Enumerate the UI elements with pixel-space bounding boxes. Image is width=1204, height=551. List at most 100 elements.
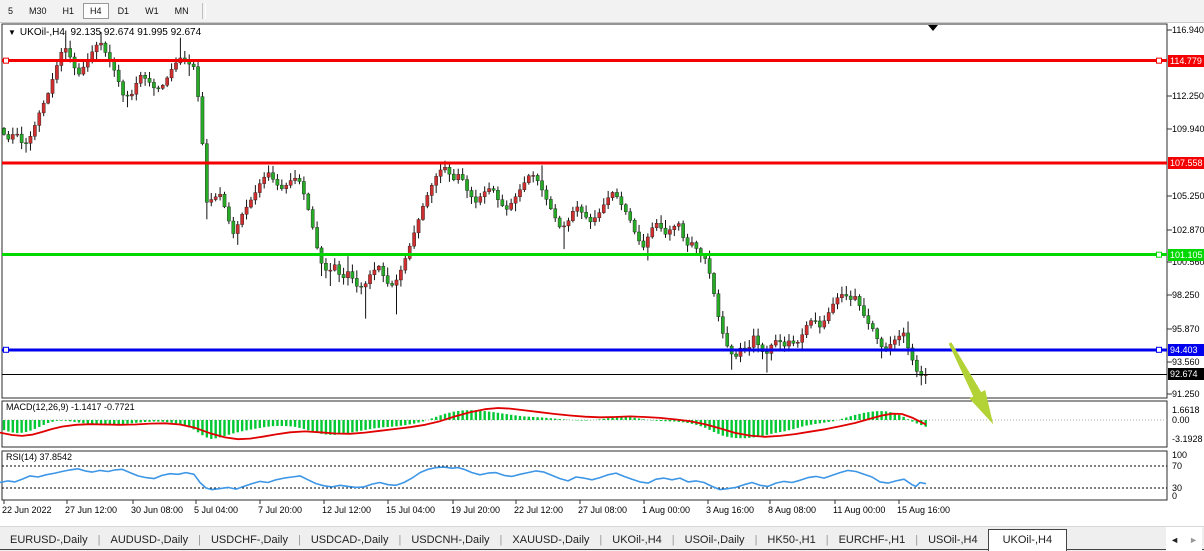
candle-body: [112, 61, 117, 71]
candle-body: [835, 297, 840, 305]
hline-handle[interactable]: [1156, 251, 1162, 258]
candle-body: [324, 262, 328, 271]
chart-tab-xauusd-daily[interactable]: XAUUSD-,Daily: [512, 533, 590, 546]
chart-tab-eurchf-h1[interactable]: EURCHF-,H1: [838, 533, 906, 546]
candle-body: [822, 320, 827, 328]
hline-handle[interactable]: [3, 346, 9, 353]
price-tick-label: 98.250: [1172, 290, 1200, 300]
timeframe-button-mn[interactable]: MN: [174, 6, 189, 16]
candle-body: [474, 196, 478, 203]
date-label: 7 Jul 20:00: [258, 505, 303, 515]
candle-body: [231, 220, 236, 234]
candle-body: [557, 217, 562, 228]
candle-body: [134, 83, 139, 95]
candle-body: [253, 192, 258, 201]
candle-body: [478, 196, 483, 203]
candle-body: [491, 188, 496, 191]
chart-tab-usdcnh-daily[interactable]: USDCNH-,Daily: [411, 533, 490, 546]
candle-body: [487, 188, 491, 192]
candle-body: [421, 206, 425, 220]
tab-scroll-right-icon[interactable]: ►: [1189, 534, 1198, 545]
chart-tab-usdcad-daily[interactable]: USDCAD-,Daily: [310, 533, 389, 546]
candle-body: [244, 206, 249, 215]
candle-body: [19, 133, 24, 143]
candle-body: [721, 316, 725, 334]
candle-body: [526, 175, 531, 183]
candle-body: [681, 223, 685, 238]
candle-body: [791, 340, 796, 344]
candle-body: [663, 227, 668, 235]
candle-body: [15, 133, 20, 136]
timeframe-button-m30[interactable]: M30: [29, 6, 47, 16]
tab-separator: |: [398, 533, 402, 546]
candle-body: [504, 205, 509, 210]
candle-body: [522, 182, 527, 190]
candle-body: [332, 264, 337, 271]
chart-shift-marker-icon[interactable]: [928, 25, 938, 31]
date-label: 22 Jul 12:00: [514, 505, 564, 515]
candle-body: [147, 78, 152, 83]
date-label: 3 Aug 16:00: [706, 505, 755, 515]
candle-body: [55, 65, 59, 80]
candle-body: [271, 172, 275, 180]
hline-handle[interactable]: [1156, 57, 1162, 64]
candle-body: [222, 193, 227, 208]
candle-body: [412, 232, 416, 247]
candle-body: [249, 199, 253, 208]
candle-body: [725, 333, 730, 347]
trend-arrow-down-icon[interactable]: [942, 339, 1001, 429]
candle-body: [615, 192, 619, 197]
timeframe-button-d1[interactable]: D1: [117, 6, 130, 16]
candle-body: [796, 342, 800, 344]
candle-body: [191, 63, 196, 67]
candle-body: [676, 223, 681, 227]
timeframe-button-5[interactable]: 5: [8, 6, 14, 16]
candle-body: [266, 172, 271, 178]
candle-body: [610, 192, 615, 198]
chart-tab-audusd-daily[interactable]: AUDUSD-,Daily: [110, 533, 189, 546]
timeframe-button-w1[interactable]: W1: [145, 6, 159, 16]
candle-body: [310, 209, 315, 228]
chart-tab-ukoil-h4[interactable]: UKOil-,H4: [612, 533, 662, 546]
price-tick-label: 100.560: [1172, 257, 1204, 267]
candle-body: [535, 175, 540, 181]
candle-body: [919, 371, 924, 376]
candle-body: [690, 242, 694, 246]
candle-body: [818, 320, 822, 328]
candle-body: [443, 167, 447, 171]
candle-body: [165, 77, 169, 86]
candle-body: [138, 75, 143, 84]
candle-body: [879, 338, 884, 348]
candle-body: [11, 134, 15, 140]
macd-tick-label: 0.00: [1172, 415, 1190, 425]
candle-body: [377, 266, 381, 271]
hline-handle[interactable]: [3, 57, 9, 64]
tab-scroll-left-icon[interactable]: ◄: [1170, 534, 1180, 545]
candle-body: [438, 169, 443, 177]
timeframe-button-h1[interactable]: H1: [62, 6, 75, 16]
price-badge: 92.674: [1168, 368, 1204, 381]
candle-body: [284, 185, 289, 189]
date-label: 19 Jul 20:00: [451, 505, 501, 515]
candle-body: [844, 294, 849, 297]
candle-body: [390, 283, 394, 286]
chart-tab-usoil-h4[interactable]: USOil-,H4: [928, 533, 978, 546]
candle-body: [831, 303, 835, 313]
timeframe-button-h4[interactable]: H4: [83, 3, 109, 19]
candle-body: [800, 334, 805, 343]
chart-tab-eurusd-daily[interactable]: EURUSD-,Daily: [10, 533, 88, 546]
chart-tab-hk50-h1[interactable]: HK50-,H1: [767, 533, 816, 546]
candle-body: [637, 231, 641, 242]
candle-body: [359, 285, 364, 288]
chevron-down-icon[interactable]: ▼: [8, 28, 16, 37]
hline-handle[interactable]: [1156, 346, 1162, 353]
macd-signal-line: [0, 407, 927, 441]
chart-tab-ukoil-h4[interactable]: UKOil-,H4: [987, 529, 1068, 551]
candle-body: [372, 269, 377, 275]
candle-body: [240, 214, 244, 225]
chart-tab-usoil-daily[interactable]: USOil-,Daily: [684, 533, 745, 546]
candle-body: [156, 87, 161, 90]
chart-tab-usdchf-daily[interactable]: USDCHF-,Daily: [210, 533, 288, 546]
main-pane-frame[interactable]: [1, 23, 1168, 399]
